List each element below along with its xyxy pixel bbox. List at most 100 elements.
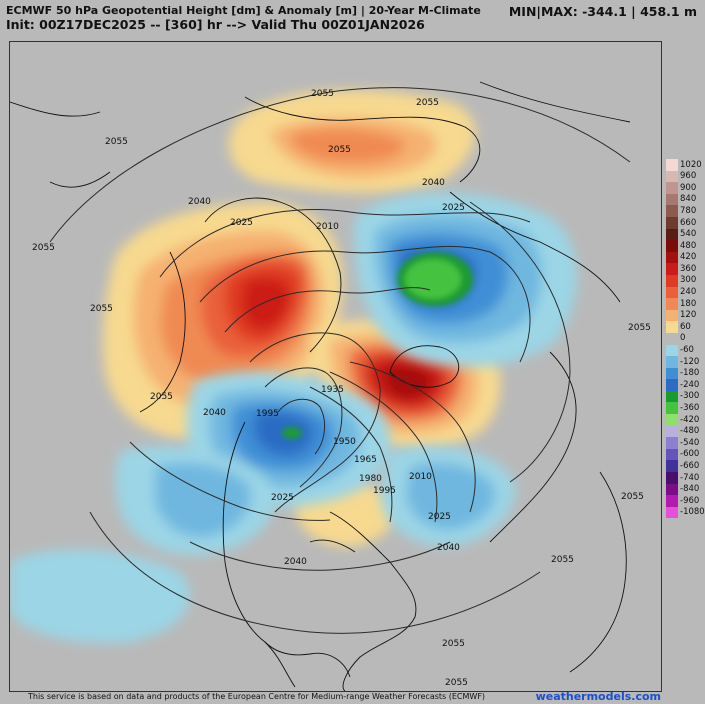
contour-label: 1965: [354, 455, 377, 465]
colorbar-label: -360: [680, 403, 700, 414]
colorbar-cell: 480: [666, 240, 704, 252]
colorbar-cell: 840: [666, 193, 704, 206]
colorbar-label: -960: [680, 495, 700, 506]
colorbar-label: 60: [680, 321, 691, 332]
colorbar-cell: -740: [666, 472, 704, 484]
colorbar-label: 0: [680, 333, 686, 344]
colorbar-cell: -660: [666, 460, 704, 473]
colorbar-swatch: [666, 182, 678, 194]
colorbar-label: -240: [680, 379, 700, 390]
contour-label: 2040: [437, 543, 460, 553]
colorbar-cell: 960: [666, 170, 704, 183]
contour-label: 2040: [422, 178, 445, 188]
contour-label: 2055: [32, 243, 55, 253]
colorbar-label: -60: [680, 345, 694, 356]
colorbar-swatch: [666, 251, 678, 264]
colorbar-swatch: [666, 390, 678, 403]
colorbar-swatch: [666, 367, 678, 380]
colorbar-cell: -300: [666, 390, 704, 403]
colorbar-swatch: [666, 274, 678, 287]
contour-label: 1935: [321, 385, 344, 395]
contour-label: 2055: [628, 323, 651, 333]
colorbar-swatch: [666, 193, 678, 206]
colorbar-swatch: [666, 495, 678, 507]
colorbar-cell: 420: [666, 251, 704, 264]
contour-label: 2055: [445, 678, 468, 688]
contour-label: 2010: [409, 472, 432, 482]
contour-label: 2055: [105, 137, 128, 147]
colorbar-cell: 0: [666, 332, 704, 345]
contour-label: 2055: [150, 392, 173, 402]
colorbar-label: 420: [680, 252, 697, 263]
colorbar-swatch: [666, 216, 678, 229]
colorbar-swatch: [666, 414, 678, 426]
colorbar-swatch: [666, 205, 678, 217]
colorbar-swatch: [666, 228, 678, 241]
colorbar-cell: -360: [666, 402, 704, 415]
colorbar-cell: 180: [666, 298, 704, 310]
colorbar-label: 180: [680, 298, 697, 309]
colorbar-label: 480: [680, 240, 697, 251]
colorbar-label: 300: [680, 275, 697, 286]
brand-link[interactable]: weathermodels.com: [535, 690, 661, 703]
coastlines: [10, 81, 631, 691]
colorbar-cell: -1080: [666, 506, 705, 519]
colorbar-swatch: [666, 332, 678, 345]
strong-negative-core: [282, 252, 473, 439]
colorbar-cell: -60: [666, 344, 704, 357]
colorbar-swatch: [666, 309, 678, 322]
contour-label: 2025: [428, 512, 451, 522]
min-max-readout: MIN|MAX: -344.1 | 458.1 m: [508, 4, 697, 19]
colorbar-cell: -420: [666, 414, 704, 426]
colorbar-label: -660: [680, 460, 700, 471]
map-title: ECMWF 50 hPa Geopotential Height [dm] & …: [6, 4, 481, 17]
colorbar-swatch: [666, 321, 678, 333]
colorbar-cell: -240: [666, 379, 704, 391]
colorbar-cell: 120: [666, 309, 704, 322]
contour-label: 2055: [621, 492, 644, 502]
colorbar-label: -1080: [680, 507, 705, 518]
contour-label: 2040: [284, 557, 307, 567]
contour-label: 2055: [551, 555, 574, 565]
colorbar-cell: 660: [666, 216, 704, 229]
colorbar-swatch: [666, 402, 678, 415]
map-canvas: 2055 2055 2040 2055 2055 2055 2040 2025 …: [10, 81, 651, 691]
colorbar-label: 780: [680, 205, 697, 216]
contour-label: 2010: [316, 222, 339, 232]
contour-labels: 2055 2055 2040 2055 2055 2055 2040 2025 …: [32, 89, 651, 688]
anomaly-colorbar: 1020 960 900 840 780 660 540 480 420 360 300 240 180…: [666, 159, 705, 519]
colorbar-swatch: [666, 460, 678, 473]
colorbar-cell: -180: [666, 367, 704, 380]
colorbar-label: 540: [680, 229, 697, 240]
colorbar-label: 240: [680, 287, 697, 298]
map-subtitle: Init: 00Z17DEC2025 -- [360] hr --> Valid…: [6, 17, 425, 32]
colorbar-swatch: [666, 263, 678, 275]
contour-label: 2040: [188, 197, 211, 207]
colorbar-label: -840: [680, 484, 700, 495]
contour-label: 2025: [230, 218, 253, 228]
colorbar-swatch: [666, 448, 678, 461]
colorbar-swatch: [666, 437, 678, 449]
contour-label: 1950: [333, 437, 356, 447]
contour-label: 2025: [442, 203, 465, 213]
contour-label: 2040: [203, 408, 226, 418]
contour-label: 2055: [328, 145, 351, 155]
colorbar-cell: 900: [666, 182, 704, 194]
colorbar-swatch: [666, 298, 678, 310]
contour-label: 2055: [442, 639, 465, 649]
colorbar-cell: 240: [666, 286, 704, 299]
colorbar-label: -420: [680, 414, 700, 425]
colorbar-label: -600: [680, 449, 700, 460]
contour-label: 2055: [90, 304, 113, 314]
colorbar-swatch: [666, 379, 678, 391]
colorbar-cell: -120: [666, 356, 704, 368]
colorbar-cell: 780: [666, 205, 704, 217]
colorbar-cell: -840: [666, 483, 704, 496]
colorbar-label: -480: [680, 426, 700, 437]
colorbar-swatch: [666, 159, 678, 171]
colorbar-cell: 60: [666, 321, 704, 333]
colorbar-cell: -540: [666, 437, 704, 449]
colorbar-label: 960: [680, 171, 697, 182]
colorbar-label: 360: [680, 263, 697, 274]
contour-label: 2055: [416, 98, 439, 108]
